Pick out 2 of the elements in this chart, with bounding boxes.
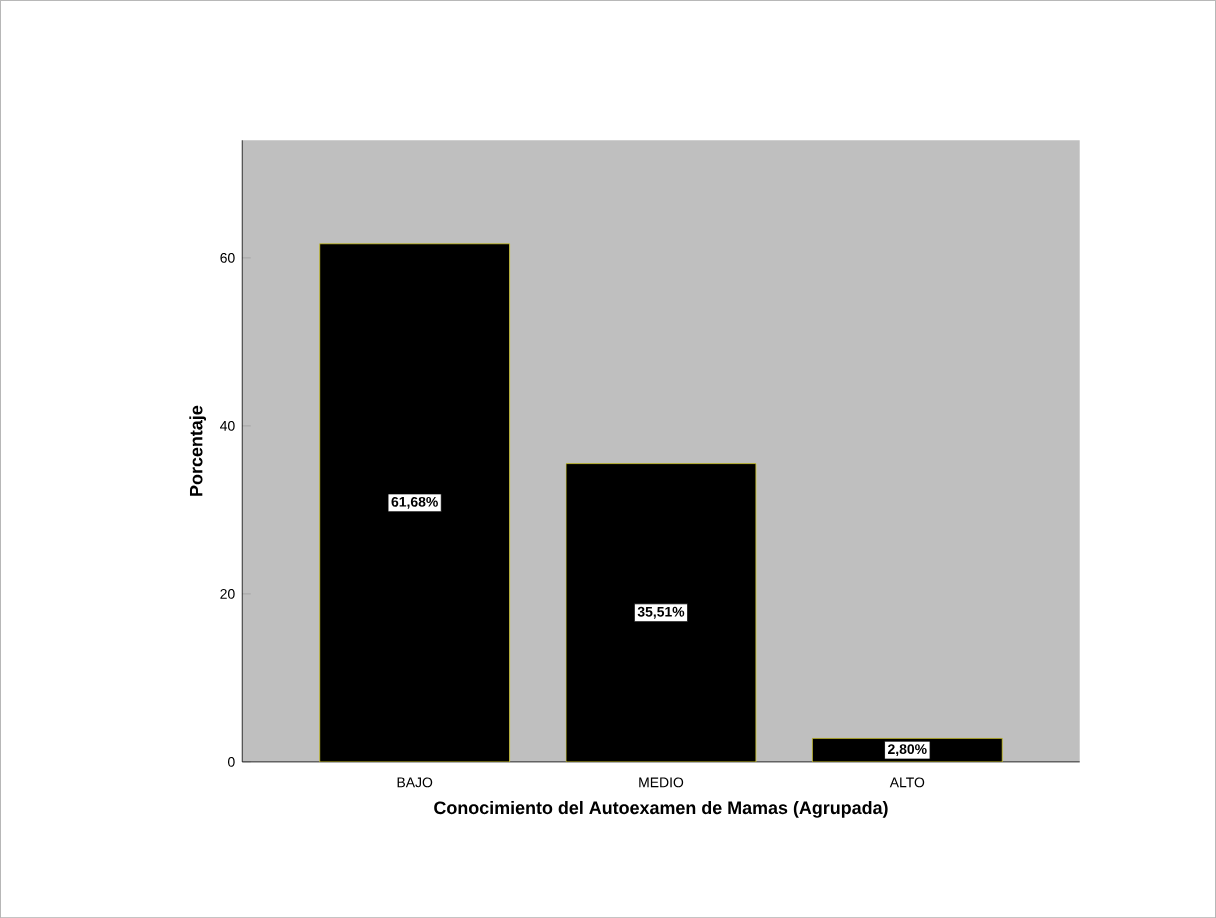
x-axis-title: Conocimiento del Autoexamen de Mamas (Agrupada) (434, 800, 888, 818)
y-axis-title: Porcentaje (189, 405, 207, 496)
